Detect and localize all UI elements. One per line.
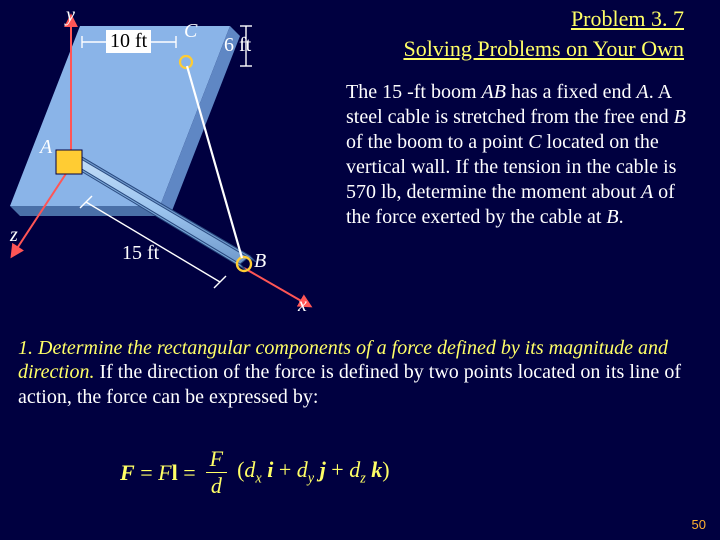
figure: y z x A B C 10 ft 6 ft 15 ft: [10, 6, 340, 326]
dy: d: [297, 457, 308, 482]
unit-j: j: [314, 457, 326, 482]
collar-a: [56, 150, 82, 174]
unit-k: k: [366, 457, 383, 482]
scalar-f: F: [158, 460, 171, 485]
dim-10ft: 10 ft: [106, 30, 151, 53]
figure-svg: [10, 6, 340, 326]
dim-6ft: 6 ft: [224, 34, 251, 57]
eq2: =: [178, 460, 196, 485]
dim-15ft: 15 ft: [122, 242, 159, 265]
sym-c: C: [528, 131, 541, 153]
problem-statement: The 15 -ft boom AB has a fixed end A. A …: [346, 80, 702, 230]
vec-f: F: [120, 460, 135, 485]
axis-label-y: y: [66, 4, 75, 27]
sym-b: B: [674, 106, 686, 128]
paren-close: ): [382, 457, 389, 482]
sym-b2: B: [606, 206, 618, 228]
point-label-c: C: [184, 20, 197, 43]
axis-label-x: x: [298, 294, 307, 317]
dx: d: [244, 457, 255, 482]
point-label-a: A: [40, 136, 52, 159]
point-label-b: B: [254, 250, 266, 273]
text: .: [619, 206, 624, 228]
step-cont: If the direction of the force is defined…: [18, 361, 681, 407]
page-number: 50: [692, 517, 706, 532]
sym-a: A: [636, 81, 648, 103]
plus1: +: [273, 457, 296, 482]
dz: d: [349, 457, 360, 482]
text: The 15 -ft boom: [346, 81, 482, 103]
frac-num: F: [206, 448, 227, 473]
axis-label-z: z: [10, 224, 18, 247]
text: of the boom to a point: [346, 131, 528, 153]
problem-number: Problem 3. 7: [571, 6, 684, 32]
sym-ab: AB: [482, 81, 506, 103]
eq: =: [135, 460, 158, 485]
step-1: 1. Determine the rectangular components …: [18, 336, 702, 409]
plus2: +: [326, 457, 349, 482]
section-title: Solving Problems on Your Own: [403, 36, 684, 62]
frac-den: d: [211, 473, 222, 497]
unit-i: i: [262, 457, 274, 482]
formula: F = Fl = F d (dx i + dy j + dz k): [120, 448, 600, 497]
sym-a2: A: [641, 181, 653, 203]
text: has a fixed end: [506, 81, 637, 103]
fraction: F d: [206, 448, 227, 497]
